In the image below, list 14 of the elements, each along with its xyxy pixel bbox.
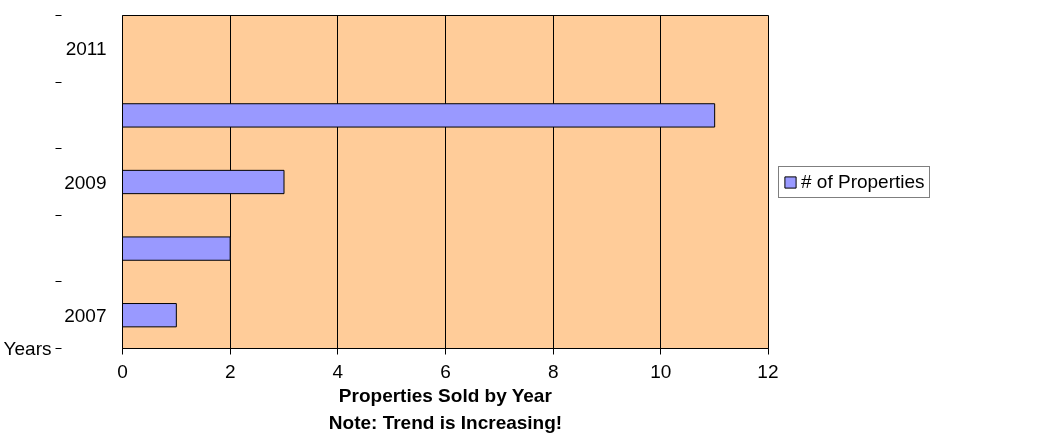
x-tick-label: 6: [440, 360, 451, 382]
text: Properties Sold by Year: [338, 384, 553, 406]
y-tick-label: 2009: [64, 171, 107, 193]
y-axis-title: Years: [3, 338, 52, 359]
y-tick-label: 2007: [64, 304, 107, 326]
y-tick-label: 2011: [65, 38, 107, 60]
x-tick-label: 0: [117, 360, 128, 382]
x-tick-label: 2: [224, 360, 236, 382]
x-tick-label: 10: [650, 360, 672, 382]
legend-label: # of Properties: [801, 170, 925, 193]
x-tick-label: 8: [547, 360, 559, 382]
x-tick-label: 12: [757, 360, 779, 382]
x-tick-label: 4: [332, 360, 344, 382]
text: Note: Trend is Increasing!: [328, 411, 563, 433]
